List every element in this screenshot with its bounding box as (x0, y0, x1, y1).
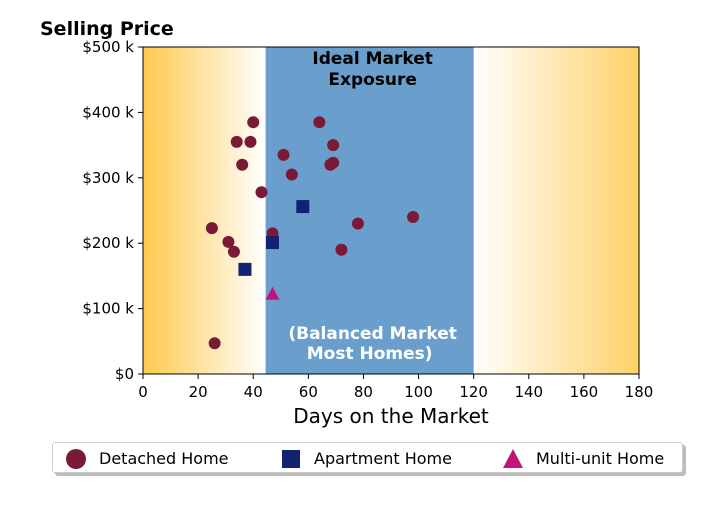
ideal-label-line-1: Ideal Market (312, 49, 433, 69)
x-tick-label: 20 (189, 383, 208, 401)
legend-circle-marker (66, 448, 86, 469)
x-tick-label: 60 (299, 383, 318, 401)
circle-point (236, 158, 249, 171)
legend-label-detached: Detached Home (99, 449, 229, 468)
x-axis-label: Days on the Market (293, 404, 489, 428)
x-tick-label: 0 (138, 383, 148, 401)
circle-point (208, 337, 221, 350)
x-tick-label: 120 (459, 383, 488, 401)
ideal-label-line-2: Exposure (328, 70, 417, 90)
legend: Detached Home Apartment Home Multi-unit … (52, 442, 683, 473)
y-axis-ticks: $0 $100 k $200 k $300 k $400 k $500 k (82, 38, 143, 383)
circle-point (255, 186, 268, 199)
x-tick-label: 180 (625, 383, 654, 401)
legend-label-multiunit: Multi-unit Home (536, 449, 665, 468)
circle-point (327, 156, 340, 169)
y-tick-label: $200 k (82, 234, 134, 252)
circle-point (313, 116, 326, 129)
y-tick-label: $100 k (82, 300, 134, 318)
plot-frame (142, 46, 640, 375)
square-point (266, 236, 280, 250)
triangle-point (265, 286, 280, 300)
circle-point (222, 235, 235, 248)
scatter-chart: Ideal Market Exposure (Balanced Market M… (40, 18, 653, 428)
legend-label-apartment: Apartment Home (314, 449, 452, 468)
x-tick-label: 160 (570, 383, 599, 401)
circle-point (205, 222, 218, 235)
circle-point (335, 243, 348, 256)
legend-item-detached: Detached Home (65, 443, 229, 474)
y-tick-label: $0 (115, 365, 134, 383)
y-tick-label: $400 k (82, 103, 134, 121)
x-tick-label: 100 (404, 383, 433, 401)
circle-point (230, 135, 243, 148)
left-gradient-region (143, 47, 266, 374)
chart-title: Selling Price (40, 18, 174, 40)
circle-point (227, 245, 240, 258)
legend-triangle-marker (503, 448, 523, 468)
circle-point (277, 148, 290, 161)
x-axis-ticks: 0 20 40 60 80 100 120 140 160 180 (138, 374, 653, 401)
circle-point (247, 116, 260, 129)
circle-point (407, 211, 420, 224)
legend-square-marker (282, 449, 300, 468)
y-tick-label: $500 k (82, 38, 134, 56)
balanced-label-line-2: Most Homes) (307, 344, 433, 364)
x-tick-label: 80 (354, 383, 373, 401)
y-tick-label: $300 k (82, 169, 134, 187)
circle-point (351, 217, 364, 230)
circle-point (244, 135, 257, 148)
legend-item-apartment: Apartment Home (280, 443, 452, 474)
square-point (296, 200, 310, 214)
x-tick-label: 40 (244, 383, 263, 401)
circle-point (327, 139, 340, 152)
legend-item-multiunit: Multi-unit Home (502, 443, 664, 474)
circle-point (285, 168, 298, 181)
balanced-label-line-1: (Balanced Market (288, 324, 457, 344)
right-gradient-region (473, 47, 639, 374)
square-point (238, 262, 252, 276)
x-tick-label: 140 (514, 383, 543, 401)
data-points (205, 116, 420, 350)
